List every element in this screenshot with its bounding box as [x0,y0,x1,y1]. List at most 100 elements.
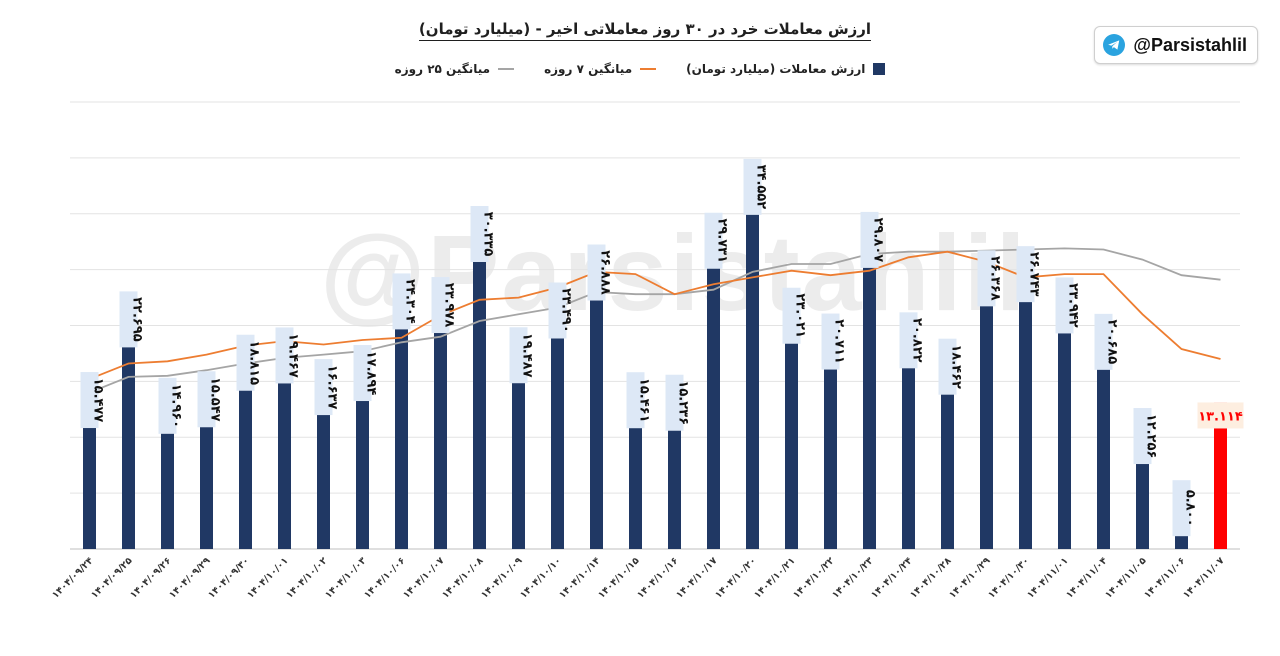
data-label-group: ۱۷.۸۹۴ [364,351,379,396]
legend-item-ma25: میانگین ۲۵ روزه [394,62,515,76]
data-label-group: ۱۵.۴۶۱ [637,378,652,423]
data-label-bg [704,212,723,269]
data-label-group: ۲۳.۴۹۰ [559,288,574,333]
data-label-group: ۲۹.۸۰۷ [871,218,886,263]
data-label: ۲۴.۳۰۴ [403,279,418,324]
bar [512,331,525,549]
legend-item-bars: ارزش معاملات (میلیارد تومان) [686,62,886,76]
gridlines [70,101,1240,550]
data-label: ۱۹.۴۸۷ [520,333,535,378]
data-label: ۲۶.۸۸۸ [598,250,613,295]
data-label: ۲۹.۷۳۱ [715,218,730,263]
data-label-bg [470,206,489,263]
data-label: ۱۸.۴۶۲ [949,344,964,389]
data-label: ۵.۸۰۰ [1183,490,1198,527]
data-label-bg [158,377,177,434]
data-label-bg [392,273,411,330]
data-label: ۲۰.۸۲۲ [910,318,925,363]
data-label-bg [236,334,255,391]
data-label-group: ۱۹.۴۸۷ [520,333,535,378]
x-tick-label: ۱۴۰۴/۱۱/۰۷ [1181,555,1227,601]
legend-swatch-ma25 [498,68,515,70]
data-label-bg [626,372,645,429]
bar [707,216,720,549]
legend-label-bars: ارزش معاملات (میلیارد تومان) [686,62,866,76]
data-label-group: ۲۳.۰۲۱ [793,293,808,338]
data-labels: ۱۵.۴۷۷ ۲۲.۶۹۵ ۱۴.۹۶۰ ۱۵.۵۴۷ ۱۸.۸۱۵ ۱۹.۴۶۷ ۱۶.۶… [80,158,1244,537]
data-label-bg [197,371,216,428]
data-label: ۳۰.۳۳۵ [481,212,496,257]
data-label-bg [314,359,333,416]
data-label: ۲۳.۴۹۰ [559,288,574,333]
data-label-bg [1197,402,1244,429]
data-label-group: ۳۰.۳۳۵ [481,212,496,257]
data-label: ۱۵.۴۶۱ [637,378,652,423]
bar [434,281,447,549]
bar [551,286,564,549]
data-label: ۲۲.۶۹۵ [130,297,145,342]
legend-label-ma25: میانگین ۲۵ روزه [394,62,491,76]
bar [473,210,486,549]
x-tick-labels: ۱۴۰۴/۰۹/۲۴۱۴۰۴/۰۹/۲۵۱۴۰۴/۰۹/۲۶۱۴۰۴/۰۹/۲۹… [50,555,1227,601]
chart-title: ارزش معاملات خرد در ۳۰ روز معاملاتی اخیر… [0,20,1280,41]
data-label: ۱۵.۵۴۷ [208,377,223,422]
data-label: ۲۳.۰۲۱ [793,293,808,338]
data-label-bg [275,327,294,384]
data-label: ۱۵.۲۳۶ [676,380,691,425]
bar [590,248,603,549]
data-label-group: ۲۳.۹۷۸ [442,283,457,328]
data-label-bg [80,372,99,429]
legend-swatch-ma7 [640,68,657,70]
data-label-group: ۱۶.۶۳۷ [325,365,340,410]
legend-item-ma7: میانگین ۷ روزه [544,62,657,76]
data-label-bg [899,312,918,369]
data-label: ۱۹.۴۶۷ [286,333,301,378]
data-label: ۲۶.۷۴۳ [1027,252,1042,297]
data-label-bg [509,327,528,384]
data-label: ۳۴.۵۵۲ [754,165,769,210]
data-label-bg [938,338,957,395]
data-label: ۲۳.۹۷۸ [442,283,457,328]
data-label-group: ۱۲.۲۵۶ [1144,414,1159,459]
data-label-group: ۱۹.۴۶۷ [286,333,301,378]
data-label-group: ۲۶.۸۸۸ [598,250,613,295]
bar [239,338,252,549]
telegram-icon [1103,34,1126,56]
data-label-group: ۱۵.۵۴۷ [208,377,223,422]
data-label: ۱۵.۴۷۷ [91,378,106,423]
bar [824,317,837,549]
data-label: ۱۳.۱۱۴ [1198,409,1243,424]
bar [278,331,291,549]
data-label-bg [665,374,684,431]
bar [980,254,993,550]
data-label: ۲۳.۹۴۲ [1066,283,1081,328]
data-label: ۱۶.۶۳۷ [325,365,340,410]
data-label-bg [743,158,762,215]
data-label: ۱۷.۸۹۴ [364,351,379,396]
data-label-bg [119,291,138,348]
legend: ارزش معاملات (میلیارد تومان) میانگین ۷ ر… [0,62,1280,76]
data-label-bg [1133,408,1152,465]
data-label-group: ۲۲.۶۹۵ [130,297,145,342]
data-label-bg [548,282,567,339]
channel-badge[interactable]: @Parsistahlil [1094,26,1258,64]
data-label-bg [431,277,450,334]
data-label-bg [1094,313,1113,370]
data-label-bg [587,244,606,301]
chart-title-text: ارزش معاملات خرد در ۳۰ روز معاملاتی اخیر… [418,20,872,41]
data-label-bg [1055,277,1074,334]
bar [1214,402,1227,549]
data-label-bg [1172,480,1191,537]
data-label-bg [1016,246,1035,303]
data-label-group: ۲۶.۷۴۳ [1027,252,1042,297]
bar [746,162,759,549]
data-label-bg [977,250,996,307]
data-label-group: ۱۸.۴۶۲ [949,344,964,389]
data-label: ۲۰.۶۸۵ [1105,320,1120,365]
data-label-group: ۲۰.۷۱۱ [832,319,847,364]
data-label: ۲۰.۷۱۱ [832,319,847,364]
data-label: ۱۲.۲۵۶ [1144,414,1159,459]
data-label-group: ۵.۸۰۰ [1183,490,1198,527]
bar [902,316,915,549]
